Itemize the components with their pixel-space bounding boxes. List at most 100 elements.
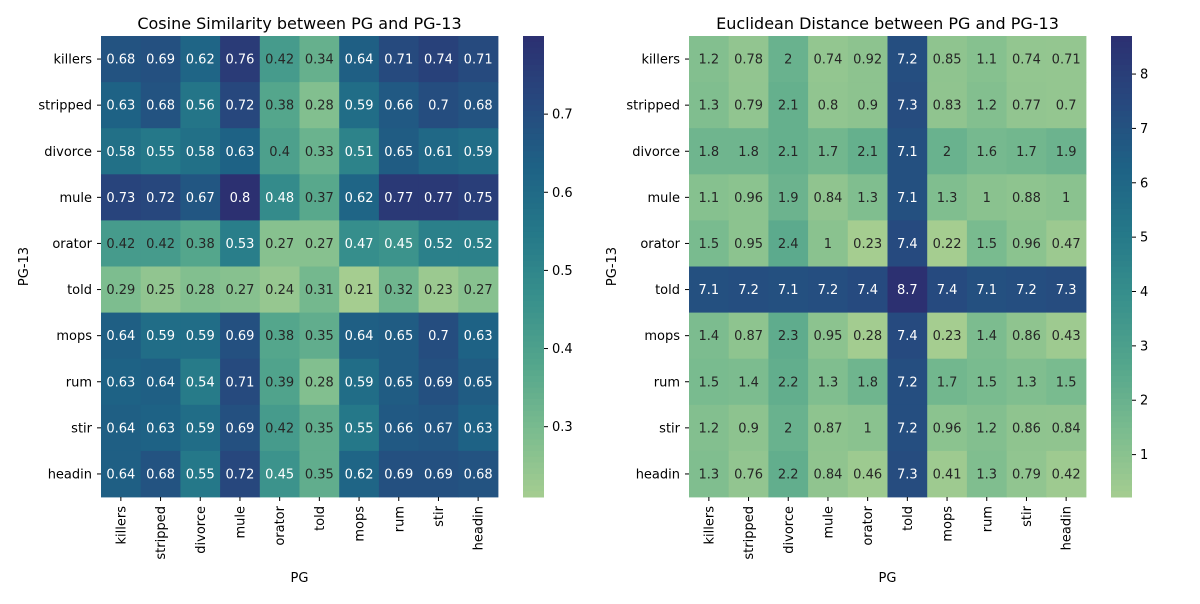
chart1-cell (101, 82, 142, 129)
chart1-colorbar-segment (523, 82, 544, 89)
chart2-y-axis-label: PG-13 (605, 247, 620, 286)
chart1-cell (140, 312, 181, 360)
chart1-cell-label: 0.65 (384, 329, 413, 344)
chart1-y-axis-label: PG-13 (17, 247, 32, 286)
chart2-colorbar-segment (1111, 324, 1132, 331)
chart1-y-tick-label: headin (48, 467, 92, 482)
chart2-x-tick-label: mule (821, 506, 836, 539)
chart1-cell-label: 0.61 (424, 145, 453, 160)
chart1-cell (299, 174, 340, 221)
chart1-colorbar-segment (523, 116, 544, 123)
chart1-cell-label: 0.58 (186, 145, 215, 160)
chart2-cell (728, 312, 769, 360)
chart2-cell (966, 220, 1007, 267)
chart1-cell (140, 128, 181, 175)
chart2-x-tick-label: killers (702, 506, 717, 545)
chart2-colorbar-segment (1111, 41, 1132, 49)
chart1-colorbar-segment (523, 485, 544, 492)
chart1-colorbar-segment (523, 237, 544, 244)
chart1-colorbar-segment (523, 168, 544, 175)
chart1-cell-label: 0.63 (146, 421, 175, 436)
chart1-cell (259, 82, 300, 129)
chart1-cell-label: 0.77 (424, 191, 453, 206)
chart1-x-tick-label: stir (432, 505, 447, 526)
chart2-cell (768, 312, 809, 360)
chart2-cell-label: 7.1 (897, 191, 918, 206)
chart1-cell (220, 220, 261, 267)
chart1-cell-label: 0.69 (146, 53, 175, 68)
chart1-colorbar-segment (523, 266, 544, 273)
chart1-colorbar-segment (523, 289, 544, 296)
chart2-cell (1006, 312, 1047, 360)
chart1-colorbar-segment (523, 462, 544, 469)
chart2-cell-label: 0.88 (1012, 191, 1041, 206)
chart2-cell-label: 0.22 (933, 237, 962, 252)
chart2-cell (808, 82, 849, 129)
chart1-cell-label: 0.48 (265, 191, 294, 206)
chart2-y-tick-label: orator (640, 237, 680, 252)
chart2-y-tick-label: mops (644, 329, 680, 344)
chart1-colorbar-segment (523, 393, 544, 400)
chart2-cell-label: 1.2 (699, 53, 720, 68)
chart1-colorbar-segment (523, 278, 544, 285)
chart2-cell-label: 1.4 (976, 329, 997, 344)
chart2-colorbar-segment (1111, 105, 1132, 112)
chart2-colorbar-segment (1111, 468, 1132, 475)
chart2-cell (847, 266, 888, 313)
chart1-x-tick-label: headin (472, 506, 487, 550)
chart1-y-tick-label: mule (59, 191, 92, 206)
chart1-cell (180, 358, 221, 406)
chart2-cell (1046, 404, 1087, 452)
chart2-colorbar-segment (1111, 370, 1132, 377)
chart1-cell-label: 0.54 (186, 375, 215, 390)
chart2-cell-label: 7.1 (778, 283, 799, 298)
chart2-colorbar-segment (1111, 433, 1132, 440)
chart2-colorbar-segment (1111, 364, 1132, 371)
chart2-cell-label: 1.1 (976, 53, 997, 68)
chart1-colorbar-segment (523, 272, 544, 279)
chart1-cell-label: 0.64 (106, 467, 135, 482)
chart2-cell (927, 128, 968, 175)
chart1-colorbar-segment (523, 53, 544, 60)
chart2-cell-label: 1.2 (976, 421, 997, 436)
chart1-colorbar-segment (523, 358, 544, 365)
chart1-cell-label: 0.4 (269, 145, 290, 160)
chart1-cell (299, 404, 340, 452)
chart2-colorbar-segment (1111, 473, 1132, 481)
chart2-cell-label: 0.78 (734, 53, 763, 68)
chart1-cell-label: 0.8 (230, 191, 251, 206)
chart1-cell (259, 312, 300, 360)
chart1-cell-label: 0.69 (225, 329, 254, 344)
chart2-cell-label: 2.2 (778, 467, 799, 482)
chart2-cell (1046, 36, 1087, 83)
chart1-colorbar-segment (523, 145, 544, 152)
chart1-x-tick-label: orator (273, 505, 288, 545)
chart2-colorbar-tick-label: 4 (1140, 285, 1148, 300)
chart1-cell (140, 266, 181, 313)
chart2-cell (728, 266, 769, 313)
chart1-cell-label: 0.63 (464, 329, 493, 344)
chart1-colorbar-segment (523, 220, 544, 227)
chart2-colorbar-segment (1111, 53, 1132, 60)
chart1-cell (180, 404, 221, 452)
chart2-colorbar-segment (1111, 427, 1132, 435)
chart1-cell (418, 450, 459, 498)
chart2-cell-label: 2.1 (778, 99, 799, 114)
chart2-colorbar-segment (1111, 76, 1132, 83)
chart2-cell-label: 1.3 (976, 467, 997, 482)
chart1-cell (458, 450, 499, 498)
chart2-cell (887, 312, 928, 360)
chart2-cell (927, 82, 968, 129)
chart1-cell-label: 0.72 (146, 191, 175, 206)
chart1-cell (299, 312, 340, 360)
chart1-cell (339, 128, 380, 175)
chart2-colorbar-segment (1111, 450, 1132, 458)
chart1-cell-label: 0.67 (424, 421, 453, 436)
chart1-colorbar-segment (523, 410, 544, 417)
chart1-y-tick-label: orator (52, 237, 92, 252)
chart2-colorbar-tick-label: 8 (1140, 68, 1148, 83)
chart2-cell-label: 0.76 (734, 467, 763, 482)
chart1-cell-label: 0.62 (186, 53, 215, 68)
chart1-colorbar-segment (523, 375, 544, 383)
chart1-cell (378, 220, 419, 267)
